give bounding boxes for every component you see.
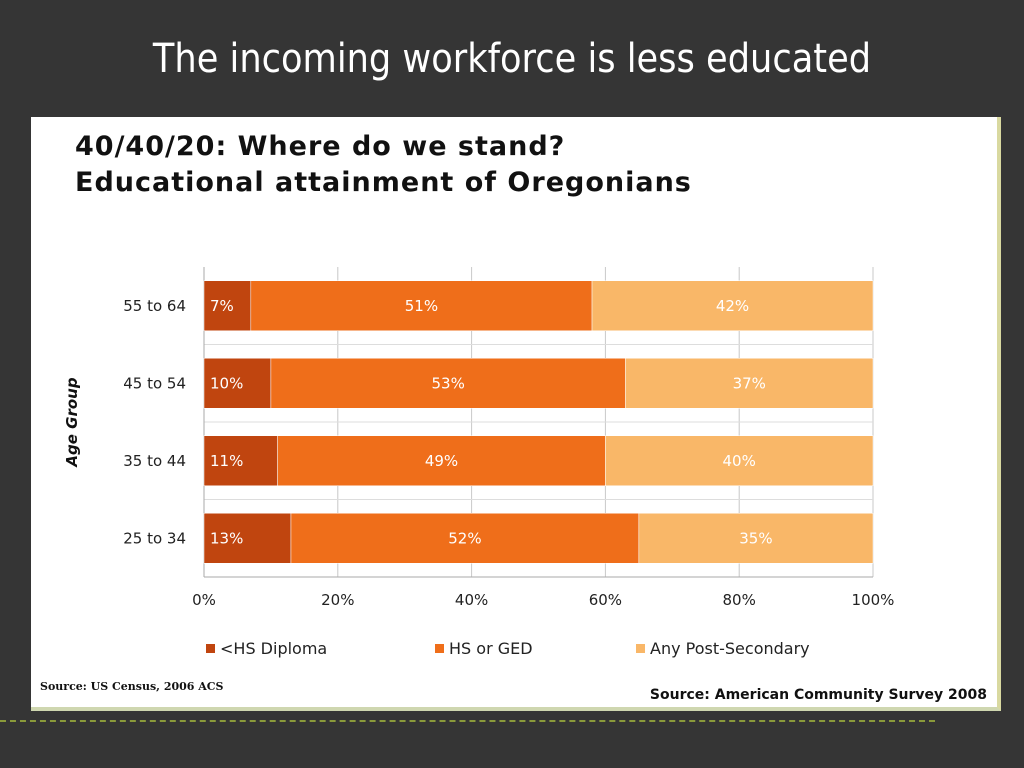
x-tick-label: 20%	[321, 591, 354, 609]
bar-segment	[203, 280, 252, 331]
bar-chart: 0% 20% 40% 60% 80% 100% 7% 51% 42% 55 to 64 10% 53%…	[63, 267, 895, 658]
chart-panel: 40/40/20: Where do we stand? Educational…	[31, 117, 1001, 711]
data-label: 49%	[425, 452, 458, 470]
x-tick-label: 40%	[455, 591, 488, 609]
data-label: 37%	[733, 374, 766, 392]
bar-segment	[290, 513, 640, 564]
legend-swatch	[206, 644, 215, 653]
category-label: 35 to 44	[123, 452, 186, 470]
source-note-left: Source: US Census, 2006 ACS	[40, 680, 224, 693]
data-label: 7%	[210, 297, 234, 315]
x-tick-label: 0%	[192, 591, 216, 609]
data-label: 53%	[432, 374, 465, 392]
legend-swatch	[435, 644, 444, 653]
bar-segment	[591, 280, 874, 331]
legend-label: <HS Diploma	[220, 639, 327, 658]
data-label: 40%	[723, 452, 756, 470]
bar-segment	[203, 513, 292, 564]
legend-swatch	[636, 644, 645, 653]
x-tick-label: 60%	[589, 591, 622, 609]
data-label: 52%	[448, 529, 481, 547]
slide-title: The incoming workforce is less educated	[152, 36, 872, 82]
legend-label: HS or GED	[449, 639, 533, 658]
bar-segment	[250, 280, 593, 331]
bar-segment	[270, 358, 626, 409]
data-label: 35%	[739, 529, 772, 547]
bar-segment	[605, 435, 874, 486]
category-label: 45 to 54	[123, 374, 186, 392]
footer-divider	[0, 720, 935, 722]
category-label: 55 to 64	[123, 297, 186, 315]
bar-segment	[638, 513, 874, 564]
data-label: 11%	[210, 452, 243, 470]
category-label: 25 to 34	[123, 529, 186, 547]
bar-segment	[203, 358, 272, 409]
legend-label: Any Post-Secondary	[650, 639, 810, 658]
x-tick-label: 80%	[723, 591, 756, 609]
data-label: 42%	[716, 297, 749, 315]
bar-segment	[625, 358, 874, 409]
data-label: 51%	[405, 297, 438, 315]
chart-title: 40/40/20: Where do we stand?	[75, 131, 566, 162]
data-label: 10%	[210, 374, 243, 392]
bar-segment	[277, 435, 606, 486]
chart-subtitle: Educational attainment of Oregonians	[75, 167, 692, 198]
data-label: 13%	[210, 529, 243, 547]
bar-segment	[203, 435, 278, 486]
source-note-right: Source: American Community Survey 2008	[649, 687, 987, 703]
y-axis-title: Age Group	[63, 377, 81, 467]
x-tick-label: 100%	[852, 591, 895, 609]
